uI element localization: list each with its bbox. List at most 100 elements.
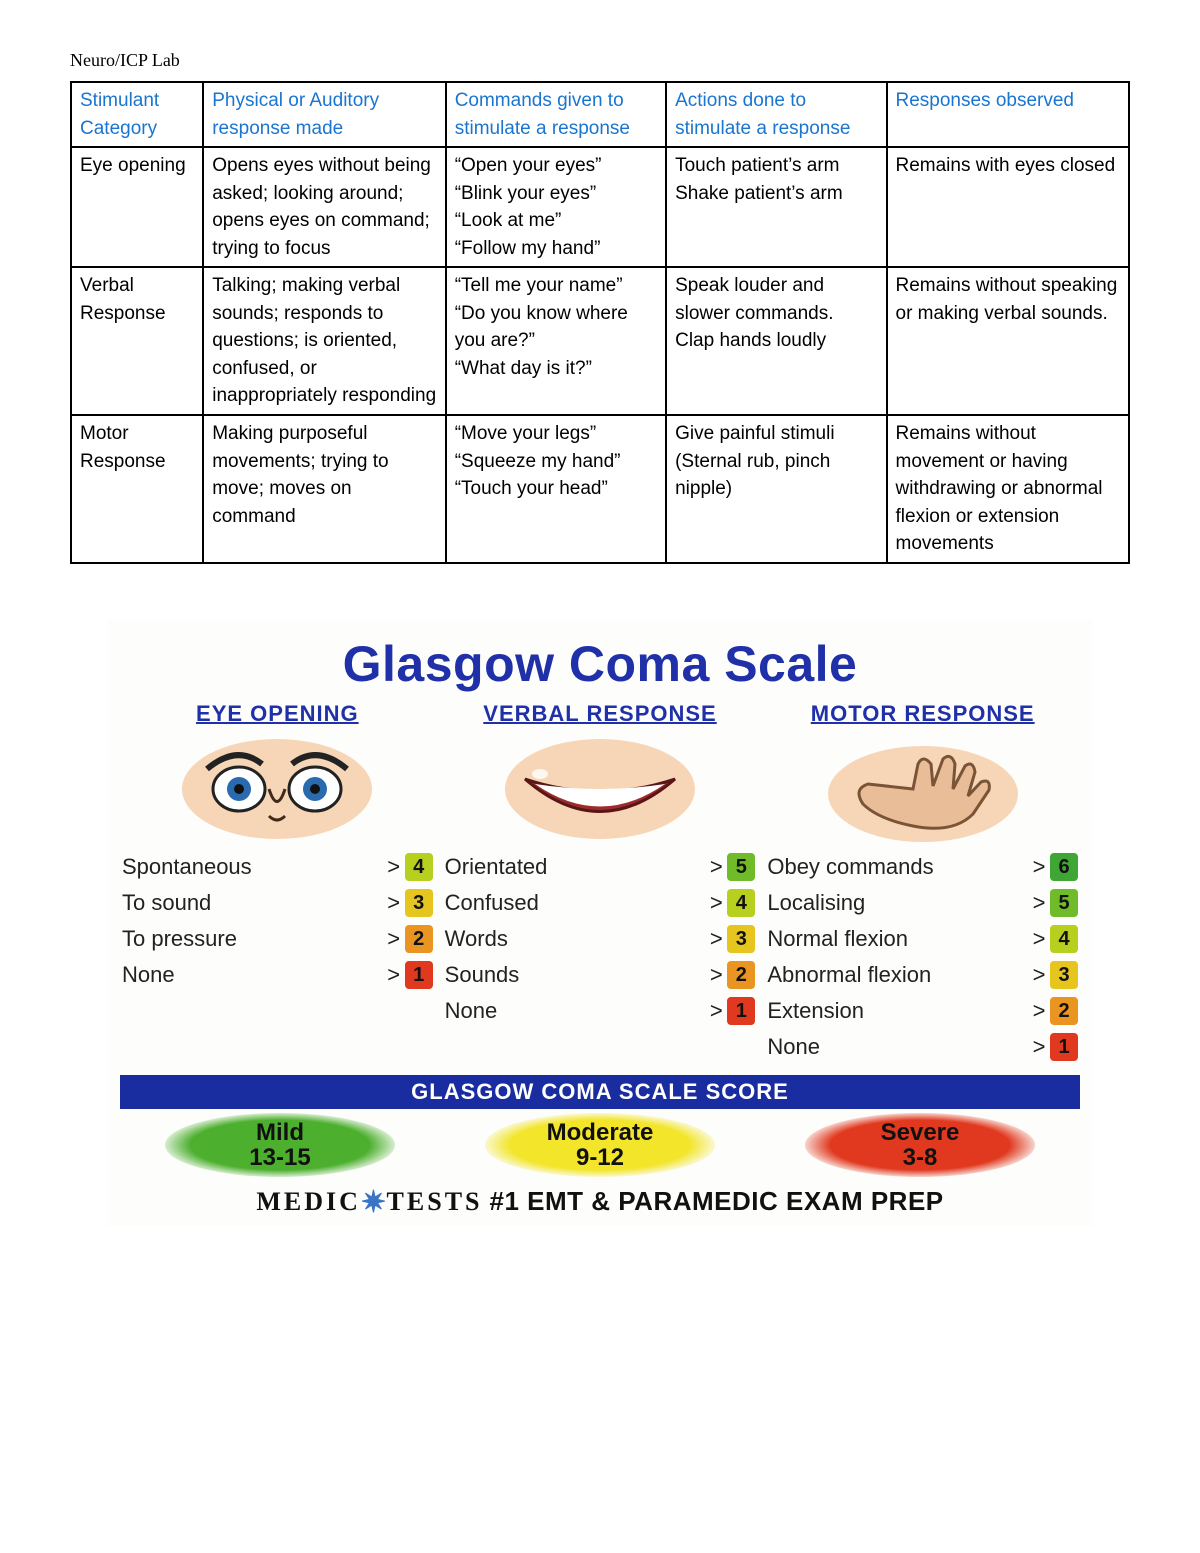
severity-pill: Mild13-15: [165, 1113, 395, 1177]
gcs-column-heading: EYE OPENING: [120, 699, 435, 729]
gcs-score-badge: 3: [405, 889, 433, 917]
chevron-right-icon: >: [705, 962, 727, 988]
chevron-right-icon: >: [1028, 998, 1050, 1024]
chevron-right-icon: >: [1028, 926, 1050, 952]
gcs-item-label: None: [122, 962, 383, 988]
gcs-score-badge: 3: [1050, 961, 1078, 989]
gcs-score-badge: 6: [1050, 853, 1078, 881]
stim-header: Actions done to stimulate a response: [666, 82, 886, 147]
hand-icon: [765, 729, 1080, 849]
table-cell: Making purposeful movements; trying to m…: [203, 415, 445, 563]
gcs-score-badge: 4: [1050, 925, 1078, 953]
gcs-item-label: Abnormal flexion: [767, 962, 1028, 988]
stim-header: Physical or Auditory response made: [203, 82, 445, 147]
gcs-item-label: Spontaneous: [122, 854, 383, 880]
chevron-right-icon: >: [383, 854, 405, 880]
gcs-item-label: None: [445, 998, 706, 1024]
gcs-item: Extension>2: [765, 993, 1080, 1029]
table-cell: Verbal Response: [71, 267, 203, 415]
gcs-column-heading: MOTOR RESPONSE: [765, 699, 1080, 729]
gcs-column: EYE OPENINGSpontaneous>4To sound>3To pre…: [120, 699, 435, 1065]
gcs-severity-pills: Mild13-15 Moderate9-12 Severe3-8: [120, 1113, 1080, 1177]
gcs-footer: MEDIC✷TESTS #1 EMT & PARAMEDIC EXAM PREP: [120, 1185, 1080, 1220]
stimulant-table: Stimulant CategoryPhysical or Auditory r…: [70, 81, 1130, 564]
gcs-item-label: To sound: [122, 890, 383, 916]
gcs-item: Sounds>2: [443, 957, 758, 993]
severity-range: 3-8: [903, 1145, 938, 1170]
severity-pill: Severe3-8: [805, 1113, 1035, 1177]
table-cell: Remains with eyes closed: [887, 147, 1130, 267]
gcs-item: None>1: [120, 957, 435, 993]
mouth-icon: [443, 729, 758, 849]
table-cell: Eye opening: [71, 147, 203, 267]
gcs-score-section: GLASGOW COMA SCALE SCORE Mild13-15 Modera…: [120, 1075, 1080, 1177]
gcs-score-badge: 4: [405, 853, 433, 881]
chevron-right-icon: >: [705, 890, 727, 916]
severity-pill: Moderate9-12: [485, 1113, 715, 1177]
gcs-score-header: GLASGOW COMA SCALE SCORE: [120, 1075, 1080, 1109]
table-cell: Give painful stimuli (Sternal rub, pinch…: [666, 415, 886, 563]
severity-range: 13-15: [249, 1145, 310, 1170]
gcs-column: MOTOR RESPONSEObey commands>6Localising>…: [765, 699, 1080, 1065]
gcs-score-badge: 2: [405, 925, 433, 953]
gcs-item: To pressure>2: [120, 921, 435, 957]
gcs-item: Orientated>5: [443, 849, 758, 885]
table-row: Motor ResponseMaking purposeful movement…: [71, 415, 1129, 563]
severity-range: 9-12: [576, 1145, 624, 1170]
page-title: Neuro/ICP Lab: [70, 50, 1130, 71]
gcs-score-badge: 5: [1050, 889, 1078, 917]
table-cell: Motor Response: [71, 415, 203, 563]
gcs-item-label: Words: [445, 926, 706, 952]
gcs-item: Localising>5: [765, 885, 1080, 921]
severity-label: Moderate: [547, 1120, 654, 1145]
stim-header: Responses observed: [887, 82, 1130, 147]
gcs-item: Obey commands>6: [765, 849, 1080, 885]
gcs-score-badge: 1: [1050, 1033, 1078, 1061]
gcs-item: None>1: [443, 993, 758, 1029]
gcs-item-label: Localising: [767, 890, 1028, 916]
table-cell: Talking; making verbal sounds; responds …: [203, 267, 445, 415]
gcs-infographic: Glasgow Coma Scale EYE OPENING Spontaneou…: [108, 619, 1092, 1226]
gcs-item: To sound>3: [120, 885, 435, 921]
chevron-right-icon: >: [383, 962, 405, 988]
table-cell: Touch patient’s arm Shake patient’s arm: [666, 147, 886, 267]
gcs-item-label: Sounds: [445, 962, 706, 988]
gcs-score-badge: 5: [727, 853, 755, 881]
gcs-score-badge: 4: [727, 889, 755, 917]
table-cell: “Open your eyes” “Blink your eyes” “Look…: [446, 147, 666, 267]
chevron-right-icon: >: [705, 854, 727, 880]
gcs-item-label: Confused: [445, 890, 706, 916]
table-cell: “Move your legs” “Squeeze my hand” “Touc…: [446, 415, 666, 563]
star-icon: ✷: [361, 1186, 387, 1219]
brand-medic: MEDIC: [256, 1187, 361, 1216]
gcs-item-label: Obey commands: [767, 854, 1028, 880]
table-cell: Speak louder and slower commands. Clap h…: [666, 267, 886, 415]
table-cell: Remains without movement or having withd…: [887, 415, 1130, 563]
gcs-item: Abnormal flexion>3: [765, 957, 1080, 993]
severity-label: Mild: [256, 1120, 304, 1145]
gcs-score-badge: 2: [727, 961, 755, 989]
gcs-item: Confused>4: [443, 885, 758, 921]
gcs-item-label: To pressure: [122, 926, 383, 952]
gcs-title: Glasgow Coma Scale: [120, 635, 1080, 693]
gcs-item: Normal flexion>4: [765, 921, 1080, 957]
gcs-item-label: Normal flexion: [767, 926, 1028, 952]
gcs-item-label: Orientated: [445, 854, 706, 880]
gcs-column-heading: VERBAL RESPONSE: [443, 699, 758, 729]
table-cell: “Tell me your name” “Do you know where y…: [446, 267, 666, 415]
gcs-item: Words>3: [443, 921, 758, 957]
chevron-right-icon: >: [1028, 1034, 1050, 1060]
chevron-right-icon: >: [705, 998, 727, 1024]
stim-header: Stimulant Category: [71, 82, 203, 147]
gcs-item: None>1: [765, 1029, 1080, 1065]
gcs-score-badge: 2: [1050, 997, 1078, 1025]
gcs-column: VERBAL RESPONSEOrientated>5Confused>4Wor…: [443, 699, 758, 1065]
gcs-item-label: None: [767, 1034, 1028, 1060]
gcs-item-label: Extension: [767, 998, 1028, 1024]
table-cell: Opens eyes without being asked; looking …: [203, 147, 445, 267]
table-cell: Remains without speaking or making verba…: [887, 267, 1130, 415]
gcs-score-badge: 3: [727, 925, 755, 953]
chevron-right-icon: >: [383, 890, 405, 916]
chevron-right-icon: >: [1028, 962, 1050, 988]
brand-tagline-text: #1 EMT & PARAMEDIC EXAM PREP: [490, 1186, 944, 1216]
